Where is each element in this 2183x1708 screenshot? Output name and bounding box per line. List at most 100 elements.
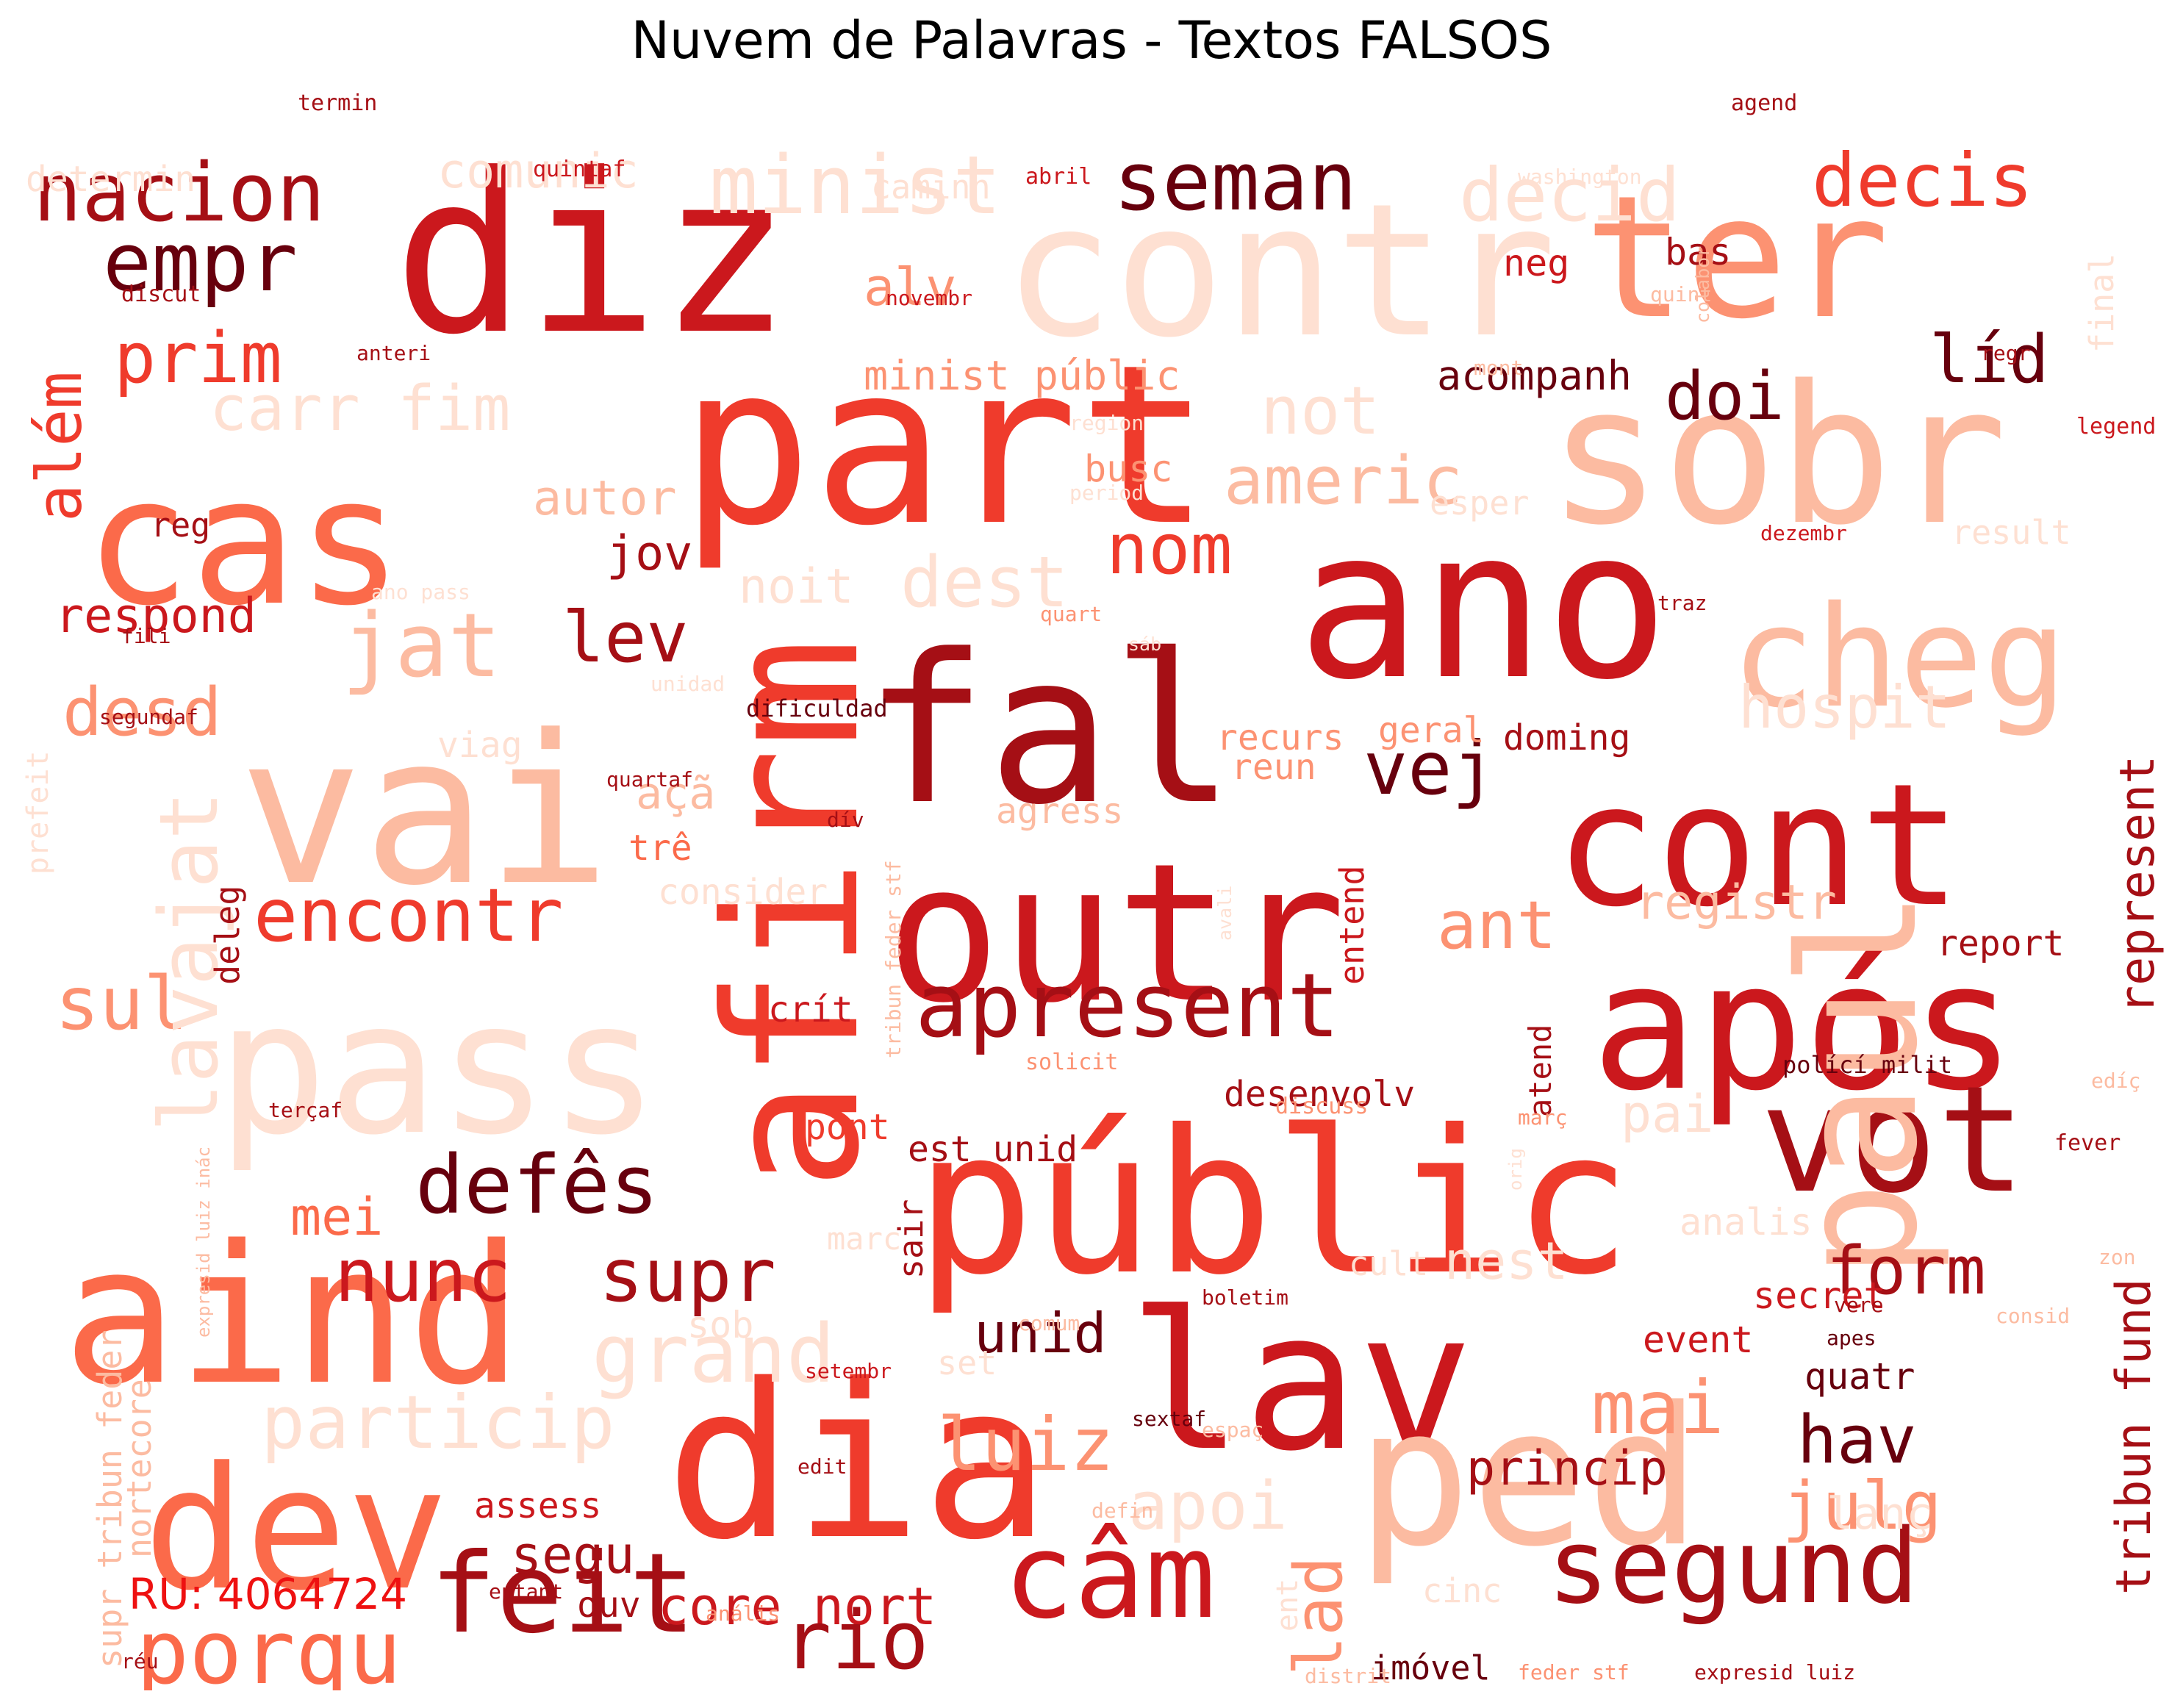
- cloud-word: determin: [26, 159, 196, 200]
- cloud-word: traz: [1657, 591, 1707, 615]
- cloud-word: aind: [62, 1205, 523, 1427]
- cloud-word: analis: [1680, 1201, 1813, 1244]
- cloud-word: quartaf: [606, 767, 693, 792]
- cloud-word: dev: [143, 1432, 448, 1628]
- cloud-word: quintaf: [533, 157, 625, 182]
- cloud-word: lev: [562, 598, 689, 678]
- cloud-word: entant: [489, 1579, 563, 1604]
- cloud-word: decis: [1812, 137, 2033, 223]
- cloud-word: termin: [298, 90, 377, 116]
- cloud-word: quart: [1040, 602, 1102, 626]
- cloud-word: fal: [864, 611, 1236, 850]
- cloud-word: assess: [474, 1485, 601, 1526]
- cloud-word: comum: [1018, 1311, 1080, 1335]
- cloud-word: carr fim: [209, 373, 510, 445]
- cloud-word: nacion: [33, 146, 325, 240]
- chart-title: Nuvem de Palavras - Textos FALSOS: [631, 10, 1552, 71]
- cloud-word: acompanh: [1437, 352, 1632, 399]
- cloud-word: sul: [55, 961, 188, 1047]
- cloud-word: dív: [827, 808, 864, 832]
- cloud-word: boletim: [1202, 1285, 1288, 1310]
- cloud-word: event: [1643, 1318, 1754, 1361]
- cloud-word: nortecore: [120, 1379, 159, 1558]
- cloud-word: neg: [1503, 242, 1569, 284]
- cloud-word: novembr: [886, 286, 972, 310]
- cloud-word: form: [1827, 1232, 1986, 1310]
- cloud-word: julg: [1782, 1468, 1942, 1545]
- cloud-word: grand: [592, 1307, 835, 1401]
- cloud-word: afirm: [686, 637, 900, 1191]
- cloud-word: outr: [886, 823, 1346, 1045]
- cloud-word: setembr: [805, 1359, 892, 1383]
- cloud-word: edit: [797, 1454, 847, 1479]
- cloud-word: caminh: [871, 168, 991, 207]
- cloud-word: dificuldad: [746, 695, 888, 722]
- cloud-word: sextaf: [1132, 1407, 1206, 1431]
- cloud-word: deleg: [208, 886, 247, 985]
- cloud-word: lanç: [1827, 1488, 1933, 1540]
- cloud-word: sair: [892, 1199, 931, 1279]
- cloud-word: core nort: [658, 1576, 936, 1637]
- cloud-word: ent: [1271, 1579, 1305, 1632]
- cloud-word: espaç: [1202, 1418, 1263, 1442]
- cloud-word: comunic: [437, 144, 639, 199]
- cloud-word: orig: [1505, 1148, 1526, 1191]
- cloud-word: period: [1069, 481, 1144, 505]
- ru-label: RU: 4064724: [129, 1569, 408, 1619]
- cloud-word: result: [1951, 513, 2071, 552]
- cloud-word: supr: [599, 1232, 776, 1318]
- cloud-word: unid: [974, 1301, 1107, 1366]
- cloud-word: açã: [636, 768, 715, 819]
- cloud-word: reg: [151, 506, 210, 545]
- cloud-word: apes: [1827, 1326, 1876, 1350]
- cloud-word: marc: [827, 1221, 901, 1257]
- cloud-word: represent: [2110, 756, 2165, 1014]
- cloud-word: hav: [1797, 1402, 1917, 1479]
- cloud-word: regr: [1981, 341, 2030, 365]
- cloud-word: encontr: [254, 872, 563, 958]
- cloud-word: terçaf: [268, 1098, 343, 1122]
- cloud-word: defês: [415, 1138, 659, 1232]
- cloud-word: registr: [1635, 875, 1837, 930]
- cloud-word: sobr: [1547, 345, 2007, 567]
- cloud-word: supr tribun feder: [90, 1330, 129, 1668]
- cloud-word: distrit: [1305, 1664, 1391, 1688]
- cloud-word: dezembr: [1760, 521, 1847, 545]
- cloud-word: fever: [2054, 1130, 2121, 1156]
- cloud-word: seman: [1114, 134, 1357, 229]
- cloud-word: porqu: [136, 1602, 401, 1690]
- cloud-word: trê: [628, 828, 692, 869]
- cloud-word: prefeit: [21, 750, 55, 875]
- cloud-word: colabor: [1692, 246, 1713, 323]
- cloud-word: vot: [1760, 1055, 2026, 1226]
- cloud-word: busc: [1084, 448, 1172, 490]
- cloud-word: consid: [1996, 1304, 2070, 1328]
- cloud-word: imóvel: [1371, 1648, 1491, 1687]
- cloud-word: autor: [533, 471, 677, 526]
- cloud-word: mai: [1591, 1365, 1724, 1451]
- cloud-word: pass: [217, 961, 659, 1175]
- cloud-word: edíç: [2091, 1069, 2140, 1093]
- cloud-word: report: [1937, 923, 2064, 964]
- cloud-word: vere: [1834, 1293, 1883, 1317]
- cloud-word: lav: [1128, 1271, 1474, 1493]
- cloud-word: cont: [1555, 748, 1962, 944]
- cloud-word: luiz: [937, 1402, 1114, 1488]
- cloud-word: defin: [1092, 1499, 1153, 1523]
- cloud-word: segundaf: [99, 705, 198, 729]
- cloud-word: jov: [606, 526, 692, 581]
- cloud-word: apresent: [915, 955, 1340, 1058]
- cloud-word: dest: [900, 542, 1069, 623]
- cloud-word: ant: [1437, 887, 1557, 964]
- cloud-word: set: [937, 1343, 997, 1382]
- cloud-word: cinc: [1422, 1571, 1502, 1610]
- cloud-word: viag: [437, 725, 523, 766]
- cloud-word: apoi: [1128, 1468, 1288, 1545]
- cloud-word: zon: [2098, 1245, 2136, 1269]
- cloud-word: cult: [1349, 1244, 1428, 1283]
- cloud-word: réu: [121, 1649, 159, 1673]
- cloud-word: geral: [1378, 710, 1485, 751]
- cloud-word: region: [1069, 411, 1144, 435]
- cloud-word: agend: [1731, 90, 1797, 116]
